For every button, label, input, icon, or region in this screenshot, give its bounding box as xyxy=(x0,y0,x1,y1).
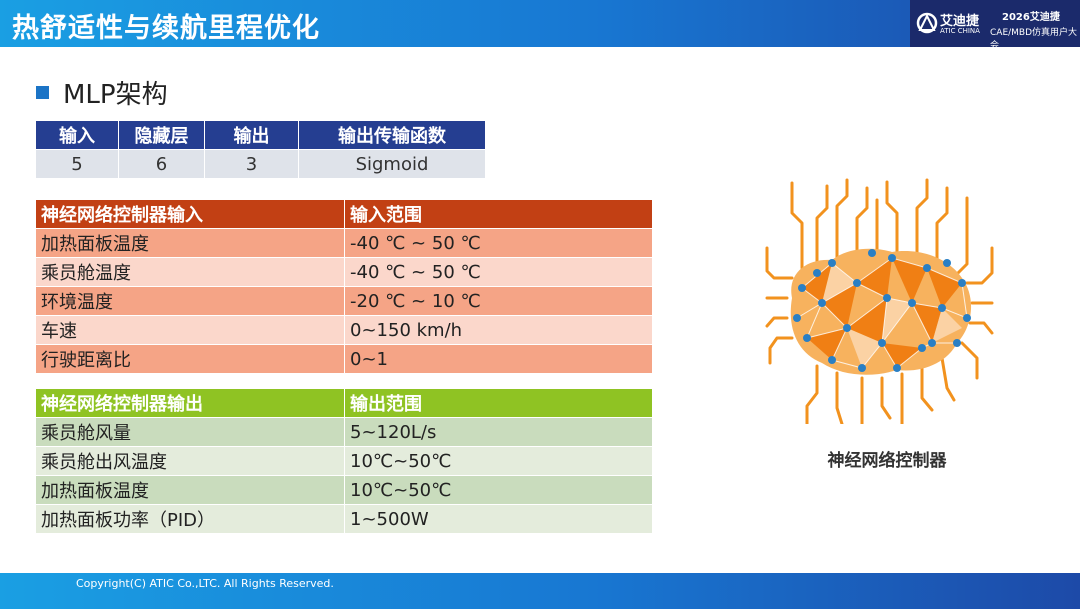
mlp-header-cell: 输出传输函数 xyxy=(298,120,486,150)
input-header-row: 神经网络控制器输入 输入范围 xyxy=(35,199,653,229)
mlp-header-cell: 隐藏层 xyxy=(118,120,205,150)
input-range-cell: -40 ℃ ~ 50 ℃ xyxy=(344,228,653,258)
output-range-cell: 5~120L/s xyxy=(344,417,653,447)
input-range-cell: 0~1 xyxy=(344,344,653,374)
input-range-cell: -40 ℃ ~ 50 ℃ xyxy=(344,257,653,287)
table-row: 行驶距离比 0~1 xyxy=(35,344,653,374)
table-row: 车速 0~150 km/h xyxy=(35,315,653,345)
output-name-cell: 加热面板功率（PID） xyxy=(35,504,345,534)
output-header-range: 输出范围 xyxy=(344,388,653,418)
output-header-name: 神经网络控制器输出 xyxy=(35,388,345,418)
mlp-header-cell: 输入 xyxy=(35,120,119,150)
square-bullet-icon xyxy=(36,86,49,99)
output-range-table: 神经网络控制器输出 输出范围 乘员舱风量 5~120L/s 乘员舱出风温度 10… xyxy=(35,388,653,534)
footer-bar: Copyright(C) ATIC Co.,LTC. All Rights Re… xyxy=(0,573,1080,609)
input-range-cell: 0~150 km/h xyxy=(344,315,653,345)
output-range-cell: 10℃~50℃ xyxy=(344,446,653,476)
section-heading: MLP架构 xyxy=(36,74,168,111)
conference-logo: 艾迪捷 ATIC CHINA 2026艾迪捷 CAE/MBD仿真用户大会 xyxy=(910,0,1080,51)
input-name-cell: 行驶距离比 xyxy=(35,344,345,374)
input-name-cell: 乘员舱温度 xyxy=(35,257,345,287)
page-title: 热舒适性与续航里程优化 xyxy=(12,13,320,44)
mlp-value-cell: 5 xyxy=(35,149,119,179)
mlp-value-row: 5 6 3 Sigmoid xyxy=(35,149,486,179)
table-row: 加热面板温度 -40 ℃ ~ 50 ℃ xyxy=(35,228,653,258)
input-name-cell: 环境温度 xyxy=(35,286,345,316)
input-name-cell: 车速 xyxy=(35,315,345,345)
atic-logo-icon xyxy=(916,12,938,34)
table-row: 乘员舱温度 -40 ℃ ~ 50 ℃ xyxy=(35,257,653,287)
input-name-cell: 加热面板温度 xyxy=(35,228,345,258)
header-bar: 热舒适性与续航里程优化 艾迪捷 ATIC CHINA 2026艾迪捷 CAE/M… xyxy=(0,0,1080,51)
input-range-table: 神经网络控制器输入 输入范围 加热面板温度 -40 ℃ ~ 50 ℃ 乘员舱温度… xyxy=(35,199,653,374)
table-row: 环境温度 -20 ℃ ~ 10 ℃ xyxy=(35,286,653,316)
copyright-text: Copyright(C) ATIC Co.,LTC. All Rights Re… xyxy=(76,577,334,590)
table-row: 加热面板温度 10℃~50℃ xyxy=(35,475,653,505)
mlp-table: 输入 隐藏层 输出 输出传输函数 5 6 3 Sigmoid xyxy=(35,120,486,179)
conference-year: 2026艾迪捷 xyxy=(1002,12,1060,23)
conference-name: CAE/MBD仿真用户大会 xyxy=(990,28,1078,51)
input-header-range: 输入范围 xyxy=(344,199,653,229)
mlp-value-cell: Sigmoid xyxy=(298,149,486,179)
output-range-cell: 10℃~50℃ xyxy=(344,475,653,505)
mlp-value-cell: 3 xyxy=(204,149,299,179)
output-name-cell: 乘员舱风量 xyxy=(35,417,345,447)
input-range-cell: -20 ℃ ~ 10 ℃ xyxy=(344,286,653,316)
output-name-cell: 乘员舱出风温度 xyxy=(35,446,345,476)
mlp-header-cell: 输出 xyxy=(204,120,299,150)
output-name-cell: 加热面板温度 xyxy=(35,475,345,505)
mlp-header-row: 输入 隐藏层 输出 输出传输函数 xyxy=(35,120,486,150)
image-caption: 神经网络控制器 xyxy=(827,451,947,471)
table-row: 加热面板功率（PID） 1~500W xyxy=(35,504,653,534)
logo-text: 艾迪捷 xyxy=(940,14,980,29)
logo-english: ATIC CHINA xyxy=(940,27,980,35)
output-header-row: 神经网络控制器输出 输出范围 xyxy=(35,388,653,418)
output-range-cell: 1~500W xyxy=(344,504,653,534)
input-header-name: 神经网络控制器输入 xyxy=(35,199,345,229)
table-row: 乘员舱风量 5~120L/s xyxy=(35,417,653,447)
mlp-value-cell: 6 xyxy=(118,149,205,179)
neural-network-brain-icon xyxy=(765,178,994,424)
table-row: 乘员舱出风温度 10℃~50℃ xyxy=(35,446,653,476)
section-title: MLP架构 xyxy=(63,80,168,110)
